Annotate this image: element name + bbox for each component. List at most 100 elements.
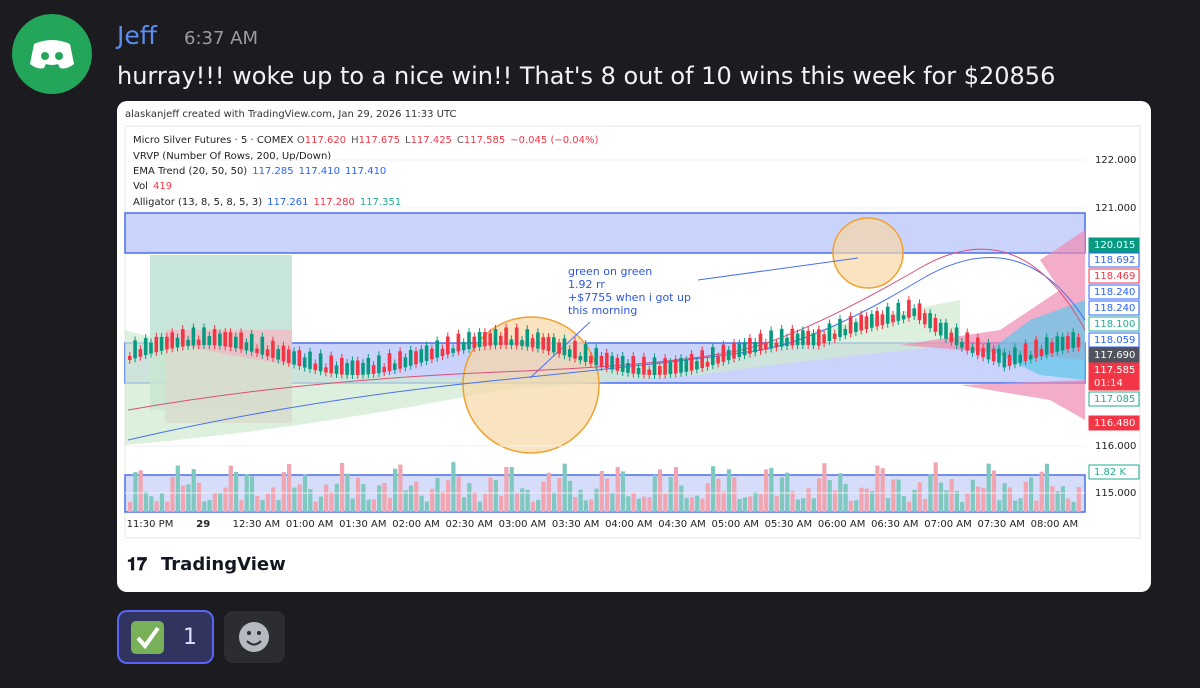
volume-bar: [938, 482, 944, 512]
reaction-count: 1: [183, 625, 197, 650]
candle: [472, 336, 477, 348]
volume-bar: [870, 490, 875, 512]
price-label-box: [1088, 252, 1140, 268]
volume-bar: [1018, 498, 1023, 512]
volume-bar: [186, 484, 191, 512]
author[interactable]: Jeff: [115, 21, 158, 50]
volume-bar: [530, 501, 535, 512]
time-tick: 01:00 AM: [286, 519, 333, 530]
candle: [976, 337, 980, 356]
volume-bar: [827, 480, 832, 512]
candle: [880, 314, 885, 326]
price-label: 118.059: [1094, 335, 1135, 346]
alligator: Alligator (13, 8, 5, 8, 5, 3): [133, 197, 262, 208]
candle: [673, 359, 678, 374]
candle: [302, 357, 307, 368]
candle: [435, 340, 439, 358]
volume-profile: [960, 380, 1085, 420]
candle: [398, 351, 402, 369]
candle: [626, 363, 630, 373]
volume-bar: [944, 490, 949, 512]
time-tick: 07:30 AM: [977, 519, 1024, 530]
candle: [938, 322, 943, 336]
volume-bar: [970, 479, 975, 512]
candle: [854, 322, 858, 332]
volume-bar: [536, 499, 541, 512]
volume-bar: [424, 501, 429, 512]
avatar-eye: [55, 52, 63, 60]
candle: [928, 313, 932, 329]
candle: [870, 314, 874, 328]
price-label: 118.469: [1094, 271, 1135, 282]
volume-bar: [583, 500, 588, 512]
candle: [912, 308, 916, 317]
candle: [329, 355, 333, 374]
volume-bar: [912, 489, 917, 512]
volume-bar: [965, 493, 970, 512]
candle: [361, 362, 365, 375]
candle: [970, 347, 975, 353]
candle: [689, 353, 694, 371]
volume-bar: [403, 490, 408, 512]
candle: [721, 344, 726, 362]
volume-bar: [159, 493, 164, 512]
candle: [218, 333, 222, 346]
candle: [726, 349, 731, 361]
time-axis: 11:30 PM 29 12:30 AM 01:00 AM 01:30 AM 02:00 …: [127, 519, 1078, 530]
candle: [350, 360, 355, 375]
candle: [186, 339, 190, 346]
candle: [520, 340, 524, 347]
price-label-box: [1088, 284, 1140, 300]
candle: [652, 357, 657, 375]
volume-bar: [377, 485, 382, 512]
legend-line: EMA Trend (20, 50, 50) 117.285 117.410 117.…: [133, 166, 386, 177]
candle: [175, 337, 180, 348]
candle: [456, 333, 461, 352]
price-label: 118.240: [1094, 287, 1135, 298]
volume-bar: [1007, 487, 1012, 512]
volume-bar: [700, 498, 705, 512]
volume-bar: [329, 492, 334, 512]
volume-bar: [933, 462, 938, 512]
candle: [530, 338, 535, 348]
candle: [774, 342, 779, 348]
volume-bar: [986, 463, 991, 512]
volume-bar: [636, 498, 641, 512]
candle: [419, 349, 424, 363]
candle: [181, 329, 185, 347]
candle: [965, 332, 969, 351]
price-label: 117.085: [1094, 394, 1135, 405]
candle: [318, 353, 323, 372]
candle: [143, 338, 148, 356]
time-tick: 12:30 AM: [233, 519, 280, 530]
volume-bar: [642, 496, 647, 512]
volume-bar: [769, 467, 774, 512]
volume-bar: [589, 499, 594, 512]
volume-bar: [732, 477, 737, 512]
candle: [785, 337, 789, 346]
volume-bar: [493, 479, 498, 512]
volume-bar: [499, 495, 504, 512]
candle: [1076, 337, 1081, 348]
candle: [408, 349, 413, 366]
candle: [891, 314, 895, 323]
time-tick: 01:30 AM: [339, 519, 386, 530]
candle: [748, 338, 752, 354]
candle: [170, 332, 174, 349]
message-text: hurray!!! woke up to a nice win!! That's…: [117, 62, 1055, 90]
volume-bar: [440, 491, 445, 512]
candle: [557, 342, 561, 354]
time-tick: 02:00 AM: [392, 519, 439, 530]
annotation: green on green: [568, 265, 652, 278]
highlight-circle: [832, 217, 904, 289]
candle: [196, 339, 201, 346]
legend-line: Alligator (13, 8, 5, 8, 5, 3) 117.261 117.…: [133, 197, 401, 208]
arrow: [697, 257, 859, 281]
volume-bar: [785, 472, 790, 512]
price-label-box: [1088, 375, 1140, 391]
candle: [393, 363, 397, 370]
candle: [589, 356, 593, 364]
volume-bar: [202, 501, 207, 512]
volume-bar: [260, 499, 265, 512]
